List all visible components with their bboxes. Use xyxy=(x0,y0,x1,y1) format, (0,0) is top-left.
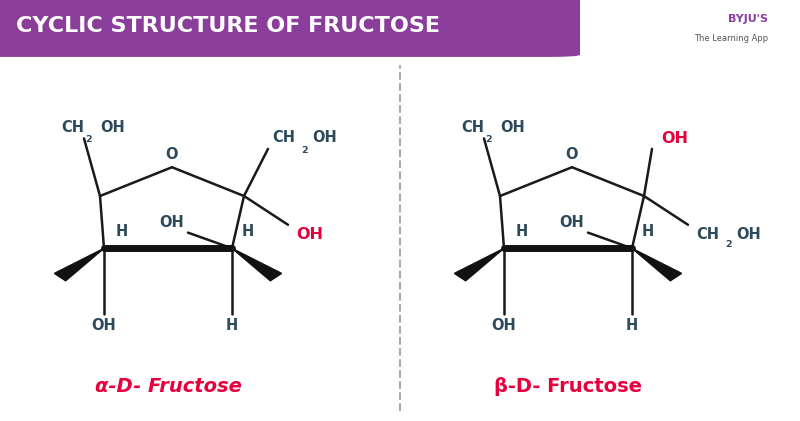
Text: OH: OH xyxy=(500,120,525,135)
Text: OH: OH xyxy=(559,215,584,230)
Text: H: H xyxy=(116,224,128,239)
Text: H: H xyxy=(226,318,238,333)
Text: The Learning App: The Learning App xyxy=(694,34,768,43)
FancyBboxPatch shape xyxy=(0,0,580,57)
Text: CH: CH xyxy=(696,227,719,242)
Text: CYCLIC STRUCTURE OF FRUCTOSE: CYCLIC STRUCTURE OF FRUCTOSE xyxy=(16,16,440,36)
Text: 2: 2 xyxy=(301,146,307,155)
Text: OH: OH xyxy=(662,131,689,147)
Text: OH: OH xyxy=(92,318,116,333)
Text: BYJU'S: BYJU'S xyxy=(728,14,768,24)
Text: OH: OH xyxy=(296,227,323,242)
Text: H: H xyxy=(642,224,654,239)
Text: α-D- Fructose: α-D- Fructose xyxy=(94,378,242,397)
Text: CH: CH xyxy=(61,120,84,135)
Text: H: H xyxy=(626,318,638,333)
Text: 2: 2 xyxy=(486,135,492,144)
Text: β-D- Fructose: β-D- Fructose xyxy=(494,378,642,397)
Text: 2: 2 xyxy=(86,135,92,144)
Text: OH: OH xyxy=(312,130,337,145)
Text: CH: CH xyxy=(272,130,295,145)
FancyBboxPatch shape xyxy=(0,0,80,55)
Text: 2: 2 xyxy=(725,240,731,250)
Text: H: H xyxy=(242,224,254,239)
Text: O: O xyxy=(566,147,578,162)
Text: OH: OH xyxy=(736,227,761,242)
Polygon shape xyxy=(54,248,104,281)
Polygon shape xyxy=(232,248,282,281)
Text: H: H xyxy=(516,224,528,239)
Polygon shape xyxy=(632,248,682,281)
Text: O: O xyxy=(166,147,178,162)
Text: OH: OH xyxy=(492,318,516,333)
Text: OH: OH xyxy=(159,215,184,230)
Text: OH: OH xyxy=(100,120,125,135)
Text: CH: CH xyxy=(461,120,484,135)
Polygon shape xyxy=(454,248,504,281)
